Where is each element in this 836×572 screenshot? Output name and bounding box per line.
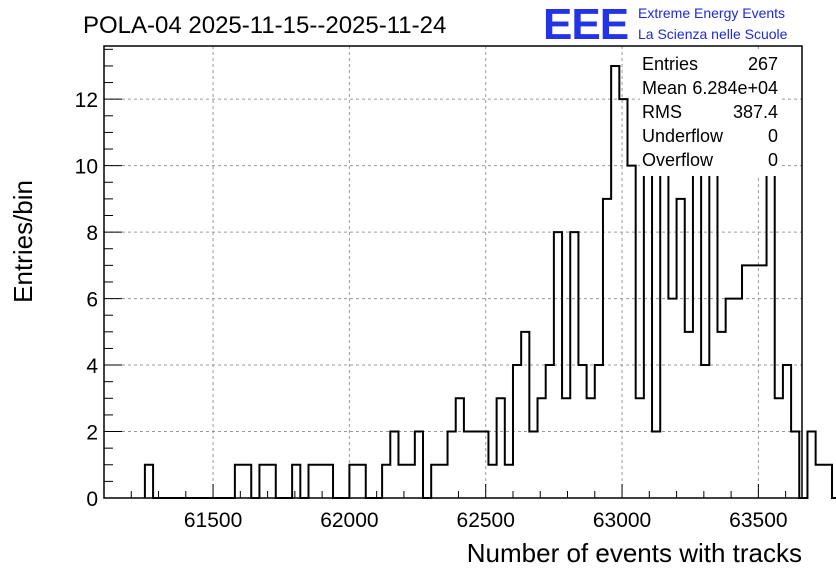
x-tick-label: 61500 bbox=[184, 509, 242, 532]
histogram-step-line bbox=[143, 64, 836, 499]
plot-frame bbox=[103, 45, 803, 499]
x-tick-label: 62000 bbox=[320, 509, 378, 532]
y-tick-label: 12 bbox=[75, 89, 98, 112]
y-tick-label: 10 bbox=[75, 156, 98, 179]
stats-value: 0 bbox=[768, 150, 778, 170]
y-tick-label: 6 bbox=[86, 289, 98, 312]
y-tick-label: 4 bbox=[86, 355, 98, 378]
stats-label: Overflow bbox=[642, 150, 714, 170]
y-axis: 0 2 4 6 8 10 12 bbox=[75, 48, 122, 511]
x-tick-label: 63500 bbox=[729, 509, 787, 532]
logo-letters: EEE bbox=[543, 0, 628, 49]
stats-label: Mean bbox=[642, 78, 687, 98]
chart-title: POLA-04 2025-11-15--2025-11-24 bbox=[83, 12, 446, 39]
stats-value: 0 bbox=[768, 126, 778, 146]
stats-value: 267 bbox=[748, 54, 778, 74]
y-axis-label: Entries/bin bbox=[8, 180, 38, 303]
x-axis-label: Number of events with tracks bbox=[467, 538, 802, 568]
y-tick-label: 8 bbox=[86, 222, 98, 245]
eee-logo: EEE Extreme Energy Events La Scienza nel… bbox=[543, 0, 788, 49]
stats-value: 6.284e+04 bbox=[692, 78, 778, 98]
stats-label: RMS bbox=[642, 102, 682, 122]
stats-value: 387.4 bbox=[733, 102, 778, 122]
logo-line-2: La Scienza nelle Scuole bbox=[638, 26, 788, 42]
stats-label: Underflow bbox=[642, 126, 724, 146]
logo-line-1: Extreme Energy Events bbox=[638, 5, 785, 21]
y-tick-label: 2 bbox=[86, 422, 98, 445]
stats-label: Entries bbox=[642, 54, 698, 74]
stats-box: Entries 267 Mean 6.284e+04 RMS 387.4 Underflow… bbox=[640, 50, 782, 176]
y-tick-label: 0 bbox=[86, 488, 98, 511]
x-tick-label: 63000 bbox=[593, 509, 651, 532]
x-tick-label: 62500 bbox=[457, 509, 515, 532]
x-axis: 61500 62000 62500 63000 63500 bbox=[103, 484, 788, 532]
stats-box-background bbox=[640, 50, 782, 176]
